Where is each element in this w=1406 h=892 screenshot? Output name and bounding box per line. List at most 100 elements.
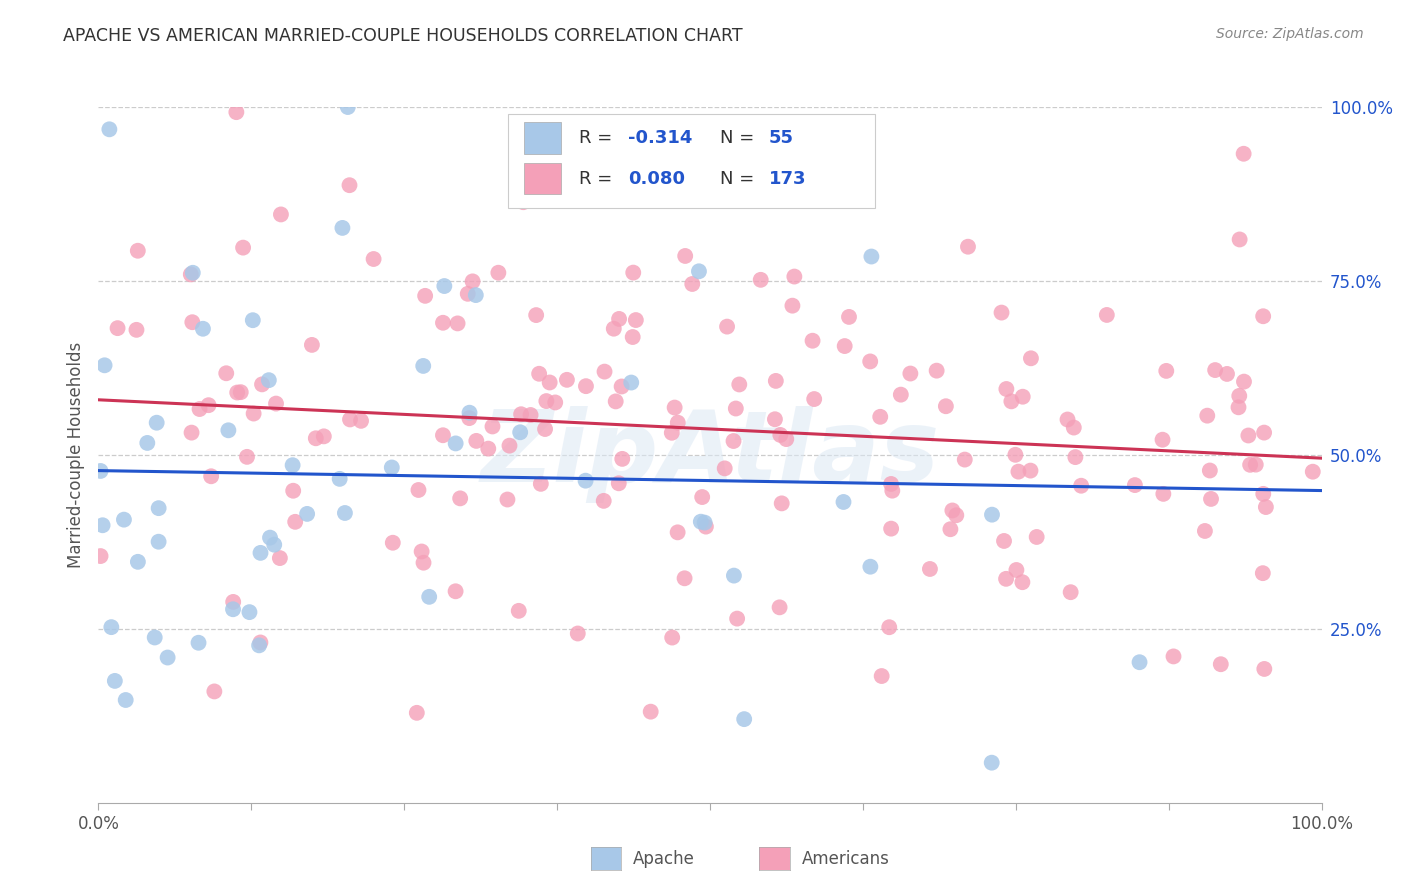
Point — [621, 266, 644, 280]
Text: 173: 173 — [769, 169, 806, 187]
Text: 0.080: 0.080 — [628, 169, 685, 187]
Point — [621, 330, 644, 344]
Point — [555, 373, 578, 387]
Point — [148, 501, 170, 516]
Point — [1199, 491, 1222, 506]
Point — [332, 220, 354, 235]
Point — [695, 519, 717, 533]
Point — [870, 669, 893, 683]
Point — [768, 600, 790, 615]
Point — [859, 559, 882, 574]
Point — [1244, 458, 1267, 472]
Point — [125, 323, 148, 337]
Point — [1004, 448, 1026, 462]
Text: R =: R = — [579, 129, 619, 147]
Point — [1251, 487, 1274, 501]
Point — [444, 584, 467, 599]
Point — [405, 706, 427, 720]
Point — [1019, 351, 1042, 366]
Point — [1025, 530, 1047, 544]
Point — [661, 631, 683, 645]
Point — [295, 507, 318, 521]
Point — [481, 419, 503, 434]
Point — [925, 364, 948, 378]
Point — [877, 620, 900, 634]
Point — [803, 392, 825, 406]
Point — [1163, 649, 1185, 664]
Point — [980, 756, 1002, 770]
Point — [225, 105, 247, 120]
Point — [574, 474, 596, 488]
Point — [412, 359, 434, 373]
Point — [232, 241, 254, 255]
Point — [763, 412, 786, 426]
Point — [136, 436, 159, 450]
Point — [180, 268, 202, 282]
Point — [1253, 662, 1275, 676]
Point — [269, 551, 291, 566]
Point — [509, 425, 531, 440]
Point — [620, 376, 643, 390]
Point — [834, 339, 856, 353]
Point — [610, 379, 633, 393]
Point — [716, 319, 738, 334]
Point — [329, 472, 352, 486]
Point — [1233, 375, 1256, 389]
Point — [339, 178, 361, 193]
Point — [200, 469, 222, 483]
Point — [339, 412, 361, 426]
Point — [229, 385, 252, 400]
FancyBboxPatch shape — [524, 162, 561, 194]
Point — [725, 612, 748, 626]
Point — [1152, 487, 1174, 501]
Point — [127, 555, 149, 569]
Y-axis label: Married-couple Households: Married-couple Households — [66, 342, 84, 568]
Point — [418, 590, 440, 604]
Point — [860, 250, 883, 264]
Point — [869, 409, 891, 424]
Point — [486, 266, 509, 280]
Point — [728, 377, 751, 392]
Text: N =: N = — [720, 169, 759, 187]
Point — [1239, 458, 1261, 472]
Point — [890, 387, 912, 401]
FancyBboxPatch shape — [508, 114, 875, 208]
Point — [1095, 308, 1118, 322]
Point — [215, 366, 238, 380]
Point — [257, 373, 280, 387]
Point — [222, 595, 245, 609]
Point — [236, 450, 259, 464]
Point — [918, 562, 941, 576]
Text: Americans: Americans — [801, 849, 890, 868]
Point — [197, 398, 219, 412]
Point — [941, 503, 963, 517]
Point — [723, 568, 745, 582]
Point — [249, 635, 271, 649]
Point — [607, 312, 630, 326]
Point — [1209, 657, 1232, 672]
Text: Apache: Apache — [633, 849, 695, 868]
Point — [664, 401, 686, 415]
Point — [202, 684, 225, 698]
Point — [666, 416, 689, 430]
Point — [995, 572, 1018, 586]
Point — [458, 406, 481, 420]
Point — [534, 422, 557, 436]
Point — [247, 638, 270, 652]
Point — [1194, 524, 1216, 538]
Point — [188, 402, 211, 417]
Point — [264, 396, 287, 410]
Point — [107, 321, 129, 335]
Point — [191, 322, 214, 336]
Point — [995, 382, 1018, 396]
Point — [1251, 310, 1274, 324]
Point — [312, 429, 335, 443]
Point — [981, 508, 1004, 522]
Point — [782, 299, 804, 313]
Point — [432, 428, 454, 442]
Point — [270, 207, 292, 221]
Point — [1227, 401, 1250, 415]
Point — [249, 546, 271, 560]
Point — [1204, 363, 1226, 377]
Point — [281, 458, 304, 473]
